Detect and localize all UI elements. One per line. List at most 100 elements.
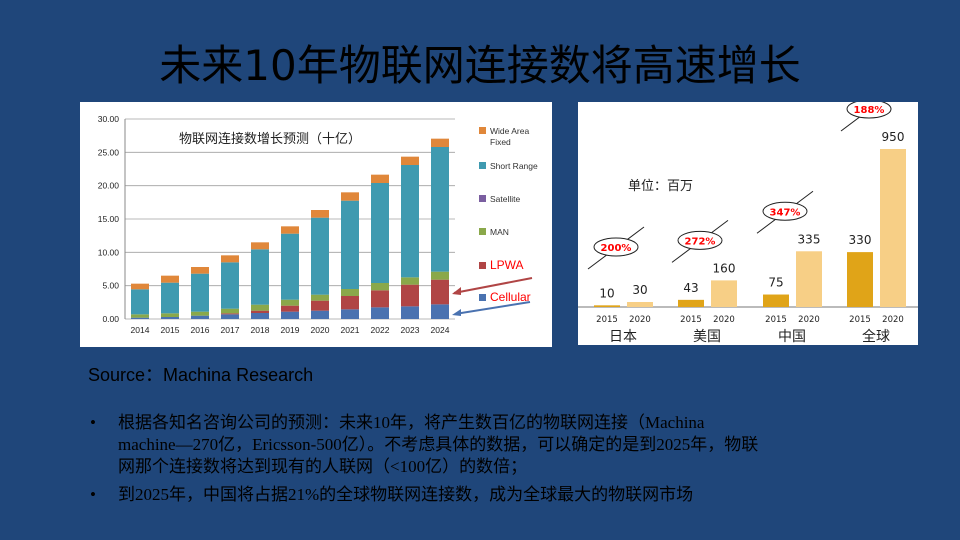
bar-2015 [678,299,704,307]
chart-title: 物联网连接数增长预测（十亿） [179,131,361,147]
growth-bubble [593,237,639,257]
bar-2020 [796,251,822,307]
bar-segment-wide-area-fixed [431,138,449,147]
value-label: 10 [599,286,614,300]
bar-segment-man [251,304,269,311]
bar-segment-cellular [251,313,269,319]
y-tick-label: 15.00 [98,214,120,224]
bar-segment-short-range [281,233,299,300]
value-label: 330 [849,233,872,247]
bar-2020 [711,280,737,307]
region-label: 中国 [778,329,806,345]
bar-segment-man [191,311,209,316]
x-tick-label: 2015 [161,325,180,335]
y-tick-label: 10.00 [98,247,120,257]
source-note: Source：Machina Research [88,365,314,385]
bar-segment-man [341,289,359,296]
value-label: 43 [683,281,698,295]
bar-segment-cellular [431,304,449,319]
bar-segment-man [281,299,299,306]
bar-segment-lpwa [221,313,239,315]
value-label: 30 [632,283,647,297]
bar-segment-wide-area-fixed [161,275,179,283]
bar-segment-wide-area-fixed [251,242,269,250]
regional-connections-chart: 单位：百万 10 2015 30 2020 日本 200% 43 2015 160 2020 美国 27… [578,102,918,345]
x-tick-label: 2016 [191,325,210,335]
region-label: 全球 [862,328,890,345]
legend-label: LPWA [490,258,524,272]
bar-segment-lpwa [371,290,389,308]
bullet-marker: • [90,485,96,504]
value-label: 75 [768,276,783,290]
x-tick-label: 2022 [371,325,390,335]
bar-segment-wide-area-fixed [401,156,419,165]
bar-segment-wide-area-fixed [371,174,389,183]
value-label: 335 [798,232,821,246]
bullet-text-line: machine—270亿，Ericsson-500亿）。不考虑具体的数据，可以确… [118,435,759,454]
bar-segment-short-range [191,273,209,312]
lpwa-arrow [453,277,533,294]
legend-swatch [479,228,486,235]
x-tick-label: 2024 [431,325,450,335]
year-label: 2015 [765,315,787,325]
bullet-item: • 到2025年，中国将占据21%的全球物联网连接数，成为全球最大的物联网市场 [90,484,910,506]
bar-segment-man [131,314,149,318]
region-label: 日本 [609,329,637,345]
bullet-marker: • [90,413,96,432]
bar-segment-lpwa [341,296,359,310]
bar-segment-man [221,308,239,314]
y-tick-label: 0.00 [102,314,119,324]
bar-segment-cellular [191,315,209,319]
bar-2020 [627,302,653,307]
x-tick-label: 2023 [401,325,420,335]
legend-label: Fixed [490,137,511,147]
bar-segment-cellular [131,317,149,319]
x-tick-label: 2018 [251,325,270,335]
bar-segment-lpwa [311,300,329,311]
bar-2015 [594,305,620,307]
legend-label: MAN [490,227,509,237]
bar-segment-short-range [371,183,389,283]
bar-2020 [880,149,906,307]
bullet-text-line: 到2025年，中国将占据21%的全球物联网连接数，成为全球最大的物联网市场 [118,485,694,504]
year-label: 2015 [680,315,702,325]
bar-segment-cellular [221,314,239,319]
bar-segment-cellular [311,310,329,319]
legend-swatch [479,262,486,269]
growth-label: 200% [601,243,632,254]
legend-label: Short Range [490,161,538,171]
bullet-text-line: 网那个连接数将达到现有的人联网（<100亿）的数倍； [118,457,528,476]
bar-segment-wide-area-fixed [131,283,149,290]
bar-segment-wide-area-fixed [221,255,239,263]
x-tick-label: 2020 [311,325,330,335]
cellular-arrow-head [452,309,461,316]
growth-label: 347% [770,207,801,218]
bar-segment-man [431,271,449,280]
legend-swatch [479,195,486,202]
bar-segment-cellular [401,306,419,319]
legend-swatch [479,162,486,169]
bar-segment-wide-area-fixed [341,192,359,201]
year-label: 2015 [596,315,618,325]
stacked-bar-chart: 0.00 5.00 10.00 15.00 20.00 25.00 30.00 2014 201… [98,114,538,335]
bar-segment-wide-area-fixed [191,267,209,274]
page-title: 未来10年物联网连接数将高速增长 [159,41,801,90]
cellular-arrow [454,301,531,315]
lpwa-arrow-head [452,287,461,295]
bar-segment-wide-area-fixed [281,226,299,234]
x-tick-label: 2017 [221,325,240,335]
legend-swatch [479,294,486,301]
bar-segment-short-range [311,217,329,295]
bullet-list: • 根据各知名咨询公司的预测：未来10年，将产生数百亿的物联网连接（Machin… [90,412,910,512]
bar-segment-cellular [341,309,359,319]
bar-segment-cellular [281,311,299,319]
bar-segment-lpwa [431,279,449,305]
y-tick-label: 5.00 [102,281,119,291]
legend-swatch [479,127,486,134]
bar-segment-short-range [221,262,239,309]
bar-segment-cellular [371,307,389,319]
growth-bubble [762,201,808,221]
bar-segment-wide-area-fixed [311,210,329,218]
legend-label: Cellular [490,290,531,304]
bar-segment-man [161,313,179,317]
